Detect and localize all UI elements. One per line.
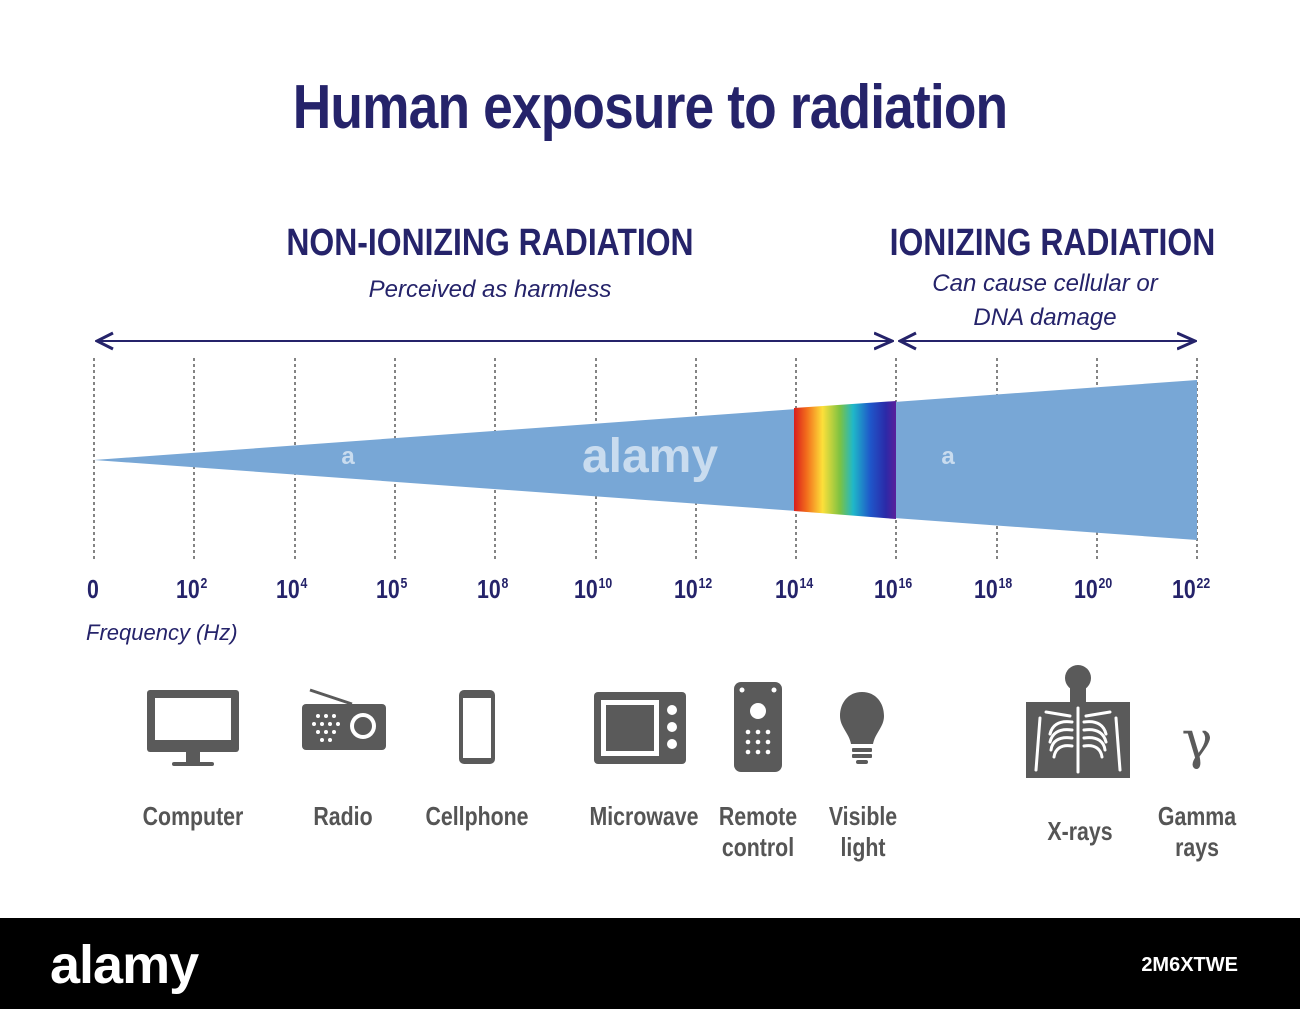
tick-label: 1016 [874,574,912,605]
visible-light-band [794,401,896,519]
tick-label: 1010 [574,574,612,605]
source-label-computer: Computer [142,801,244,831]
gamma-icon: γ [1181,711,1212,771]
source-label-remote-line2: control [721,832,795,862]
tick-label: 1014 [775,574,813,605]
ionizing-subtitle-line2: DNA damage [973,304,1117,331]
microwave-icon [594,692,686,764]
source-label-xrays: X-rays [1047,816,1113,846]
tick-exponent: 22 [1196,575,1211,592]
tick-base: 10 [674,574,698,604]
source-icons: γ [147,665,1213,778]
tick-exponent: 20 [1098,575,1113,592]
page-title: Human exposure to radiation [292,73,1008,142]
tick-exponent: 5 [400,575,408,592]
tick-base: 10 [477,574,501,604]
tick-base: 10 [276,574,300,604]
source-label-light-line1: Visible [828,801,898,831]
tick-base: 10 [1172,574,1196,604]
tick-base: 0 [87,574,99,604]
tick-base: 10 [574,574,598,604]
non-ionizing-heading: NON-IONIZING RADIATION [286,222,694,264]
tick-label: 1012 [674,574,712,605]
tick-base: 10 [775,574,799,604]
tick-exponent: 10 [598,575,613,592]
source-label-light-line2: light [840,832,886,862]
tick-exponent: 8 [501,575,509,592]
tick-exponent: 4 [300,575,308,592]
source-label-cellphone: Cellphone [425,801,529,831]
ionizing-heading: IONIZING RADIATION [889,222,1216,264]
non-ionizing-subtitle: Perceived as harmless [368,276,612,303]
source-label-remote-line1: Remote [718,801,798,831]
axis-label: Frequency (Hz) [86,620,238,645]
footer-image-code: 2M6XTWE [1141,954,1238,976]
tick-label: 0 [87,574,99,605]
tick-label: 1018 [974,574,1012,605]
watermark-center: alamy [582,430,718,483]
ionizing-subtitle-line1: Can cause cellular or [932,270,1158,297]
source-label-microwave: Microwave [589,801,699,831]
tick-exponent: 16 [898,575,913,592]
tick-label: 1022 [1172,574,1210,605]
tick-label: 108 [477,574,508,605]
source-label-radio: Radio [313,801,373,831]
stock-footer: alamy 2M6XTWE [0,918,1300,1009]
tick-base: 10 [176,574,200,604]
watermark-small-right: a [941,443,955,470]
spectrum-diagram: a alamy a [93,330,1198,562]
watermark-small-left: a [341,443,355,470]
xray-icon [1026,665,1130,778]
tick-base: 10 [376,574,400,604]
tick-label: 1020 [1074,574,1112,605]
tick-label: 105 [376,574,407,605]
computer-icon [147,690,239,766]
cellphone-icon [459,690,495,764]
source-label-gamma-line1: Gamma [1157,801,1237,831]
tick-exponent: 12 [698,575,713,592]
tick-base: 10 [974,574,998,604]
light-bulb-icon [840,692,884,764]
radiation-beam [94,380,1197,540]
tick-label: 102 [176,574,207,605]
tick-base: 10 [1074,574,1098,604]
tick-exponent: 18 [998,575,1013,592]
tick-base: 10 [874,574,898,604]
tick-exponent: 2 [200,575,208,592]
tick-label: 104 [276,574,307,605]
footer-brand: alamy [50,935,199,995]
remote-control-icon [734,682,782,772]
source-label-gamma-line2: rays [1175,832,1219,862]
radio-icon [302,688,386,750]
tick-exponent: 14 [799,575,814,592]
